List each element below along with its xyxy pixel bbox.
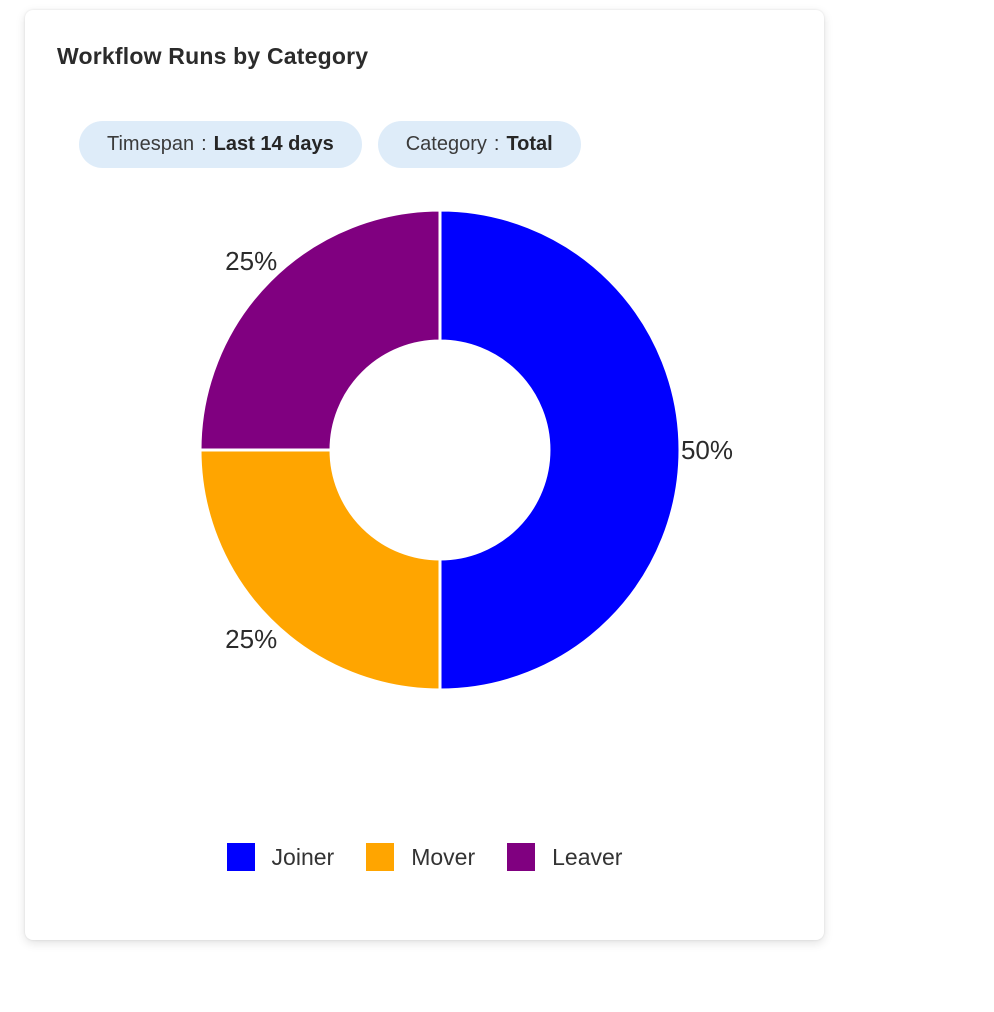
donut-slice-mover[interactable] <box>198 448 442 692</box>
slice-label-mover: 25% <box>225 624 277 654</box>
leaver-swatch-icon <box>507 843 536 871</box>
donut-slice-leaver[interactable] <box>198 208 442 452</box>
slice-label-joiner: 50% <box>681 435 733 465</box>
slice-label-leaver: 25% <box>225 246 277 276</box>
category-filter-pill[interactable]: Category : Total <box>377 121 581 168</box>
legend-label-joiner: Joiner <box>271 843 335 870</box>
legend-item-leaver[interactable]: Leaver <box>507 843 622 871</box>
timespan-filter-pill[interactable]: Timespan : Last 14 days <box>79 121 362 168</box>
category-filter-separator: : <box>493 133 500 155</box>
donut-chart: 50% 25% 25% <box>198 208 733 692</box>
chart-legend: Joiner Mover Leaver <box>25 843 824 871</box>
timespan-filter-separator: : <box>201 133 207 155</box>
timespan-filter-label: Timespan <box>107 133 195 155</box>
donut-chart-area: 50% 25% 25% <box>140 170 780 730</box>
joiner-swatch-icon <box>226 843 255 871</box>
mover-swatch-icon <box>366 843 395 871</box>
timespan-filter-value: Last 14 days <box>213 133 334 155</box>
legend-label-mover: Mover <box>411 843 476 870</box>
legend-label-leaver: Leaver <box>552 843 623 870</box>
page-title: Workflow Runs by Category <box>57 43 369 69</box>
legend-item-mover[interactable]: Mover <box>366 843 475 871</box>
category-filter-value: Total <box>506 133 553 155</box>
legend-item-joiner[interactable]: Joiner <box>226 843 335 871</box>
donut-slice-joiner[interactable] <box>438 208 682 692</box>
filters-row: Timespan : Last 14 days Category : Total <box>79 121 581 168</box>
category-filter-label: Category <box>405 133 487 155</box>
workflow-runs-card: Workflow Runs by Category Timespan : Las… <box>25 10 824 940</box>
